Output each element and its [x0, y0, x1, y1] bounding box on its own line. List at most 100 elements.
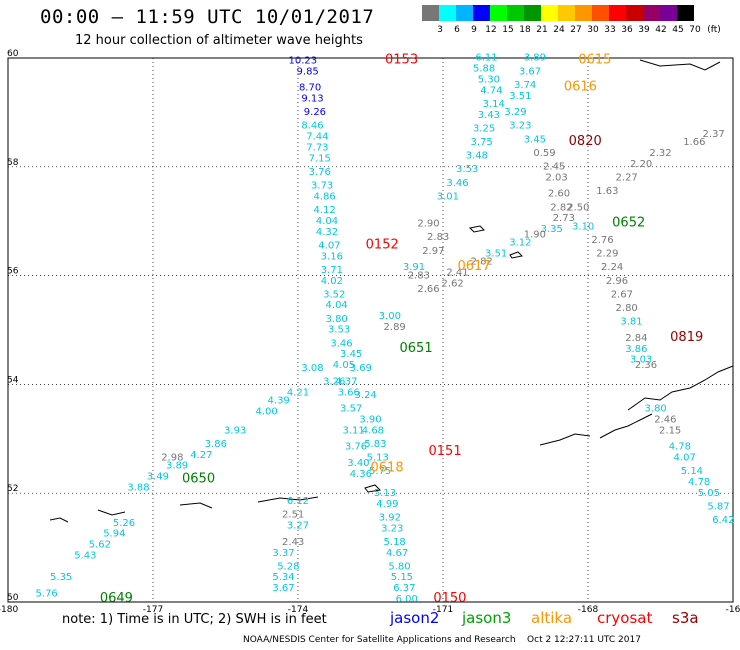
- wave-height-value: 5.43: [74, 550, 96, 561]
- wave-height-value: 4.32: [316, 227, 338, 238]
- wave-height-value: 4.07: [318, 240, 340, 251]
- pass-time-label: 0651: [400, 341, 433, 356]
- lat-tick-label: 60: [7, 49, 19, 59]
- mission-label-jason3: jason3: [462, 609, 512, 627]
- page-subtitle: 12 hour collection of altimeter wave hei…: [75, 33, 363, 48]
- wave-height-value: 3.23: [509, 121, 531, 132]
- wave-height-value: 3.53: [328, 325, 350, 336]
- wave-height-value: 3.11: [342, 425, 364, 436]
- wave-height-value: 3.52: [323, 289, 345, 300]
- page-title: 00:00 – 11:59 UTC 10/01/2017: [40, 6, 375, 28]
- wave-height-value: 3.45: [340, 349, 362, 360]
- wave-height-value: 5.34: [272, 572, 294, 583]
- wave-height-value: 7.73: [306, 142, 328, 153]
- lon-tick-label: -171: [433, 605, 453, 615]
- wave-height-value: 2.24: [601, 262, 623, 273]
- wave-height-value: 3.48: [466, 151, 488, 162]
- pass-time-label: 0615: [578, 52, 611, 67]
- wave-height-value: 3.14: [483, 99, 505, 110]
- wave-height-value: 3.66: [338, 387, 360, 398]
- legend-unit: (ft): [707, 25, 721, 35]
- pass-time-label: 0650: [182, 471, 215, 486]
- mission-label-jason2: jason2: [390, 609, 440, 627]
- legend-label: 9: [471, 25, 477, 35]
- wave-height-value: 3.53: [456, 164, 478, 175]
- wave-height-value: 9.85: [297, 66, 319, 77]
- wave-height-value: 3.51: [485, 249, 507, 260]
- wave-height-value: 3.16: [321, 251, 343, 262]
- legend-label: 33: [604, 25, 616, 35]
- wave-height-value: 2.66: [417, 284, 439, 295]
- wave-height-value: 3.91: [403, 262, 425, 273]
- wave-height-value: 3.67: [272, 583, 294, 594]
- wave-height-value: 1.63: [596, 186, 618, 197]
- wave-height-value: 3.26: [323, 376, 345, 387]
- wave-height-value: 5.28: [277, 561, 299, 572]
- wave-height-value: 2.20: [630, 159, 652, 170]
- wave-height-value: 2.83: [408, 270, 430, 281]
- wave-height-value: 1.90: [524, 230, 546, 241]
- legend-label: 36: [621, 25, 633, 35]
- coastline: [539, 433, 591, 446]
- coastline: [509, 251, 524, 259]
- wave-height-value: 3.57: [340, 404, 362, 415]
- wave-height-value: 3.01: [437, 191, 459, 202]
- legend-swatch: [660, 5, 677, 21]
- wave-height-value: 4.39: [268, 395, 290, 406]
- wave-height-value: 4.02: [321, 276, 343, 287]
- pass-time-label: 0652: [612, 216, 645, 231]
- wave-height-value: 3.74: [514, 80, 536, 91]
- wave-height-value: 2.46: [654, 414, 676, 425]
- wave-height-value: 4.04: [316, 216, 338, 227]
- legend-label: 27: [570, 25, 582, 35]
- legend-label: 24: [553, 25, 565, 35]
- wave-height-value: 2.60: [548, 189, 570, 200]
- legend-label: 18: [519, 25, 531, 35]
- wave-height-value: 2.90: [417, 219, 439, 230]
- lat-tick-label: 54: [7, 375, 19, 385]
- wave-height-value: 3.43: [478, 110, 500, 121]
- wave-height-value: 2.36: [635, 360, 657, 371]
- legend-swatch: [626, 5, 643, 21]
- legend-swatch: [541, 5, 558, 21]
- wave-height-value: 4.37: [335, 376, 357, 387]
- lon-tick-label: -16: [726, 605, 740, 615]
- legend-label: 3: [437, 25, 443, 35]
- coastline: [639, 59, 721, 71]
- wave-height-value: 7.44: [306, 132, 328, 143]
- wave-height-value: 8.46: [301, 121, 323, 132]
- wave-height-value: 3.76: [309, 167, 331, 178]
- coastline: [257, 496, 319, 503]
- wave-height-value: 4.12: [313, 205, 335, 216]
- wave-height-value: 5.75: [369, 466, 391, 477]
- legend-swatch: [558, 5, 575, 21]
- wave-height-value: 2.84: [625, 333, 647, 344]
- wave-height-value: 6.11: [475, 53, 497, 64]
- wave-height-value: 5.30: [478, 74, 500, 85]
- wave-height-value: 7.15: [309, 153, 331, 164]
- wave-height-value: 5.88: [473, 64, 495, 75]
- wave-height-value: 3.93: [224, 425, 246, 436]
- wave-height-value: 5.80: [388, 561, 410, 572]
- wave-height-value: 2.80: [616, 303, 638, 314]
- coastline: [49, 517, 69, 523]
- legend-swatch: [575, 5, 592, 21]
- wave-height-value: 3.46: [446, 178, 468, 189]
- legend-swatch: [507, 5, 524, 21]
- wave-height-value: 2.41: [446, 268, 468, 279]
- wave-height-value: 2.32: [649, 148, 671, 159]
- wave-height-value: 3.88: [127, 482, 149, 493]
- wave-height-value: 3.81: [620, 317, 642, 328]
- wave-height-value: 3.10: [572, 221, 594, 232]
- credit-line: NOAA/NESDIS Center for Satellite Applica…: [243, 635, 641, 645]
- wave-height-value: 3.35: [541, 224, 563, 235]
- legend-label: 39: [638, 25, 650, 35]
- wave-height-value: 4.21: [287, 387, 309, 398]
- legend-label: 45: [672, 25, 684, 35]
- lat-tick-label: 58: [7, 158, 19, 168]
- wave-height-value: 3.03: [630, 355, 652, 366]
- wave-height-value: 10.23: [289, 55, 318, 66]
- wave-height-value: 9.26: [304, 107, 326, 118]
- mission-label-altika: altika: [531, 609, 573, 627]
